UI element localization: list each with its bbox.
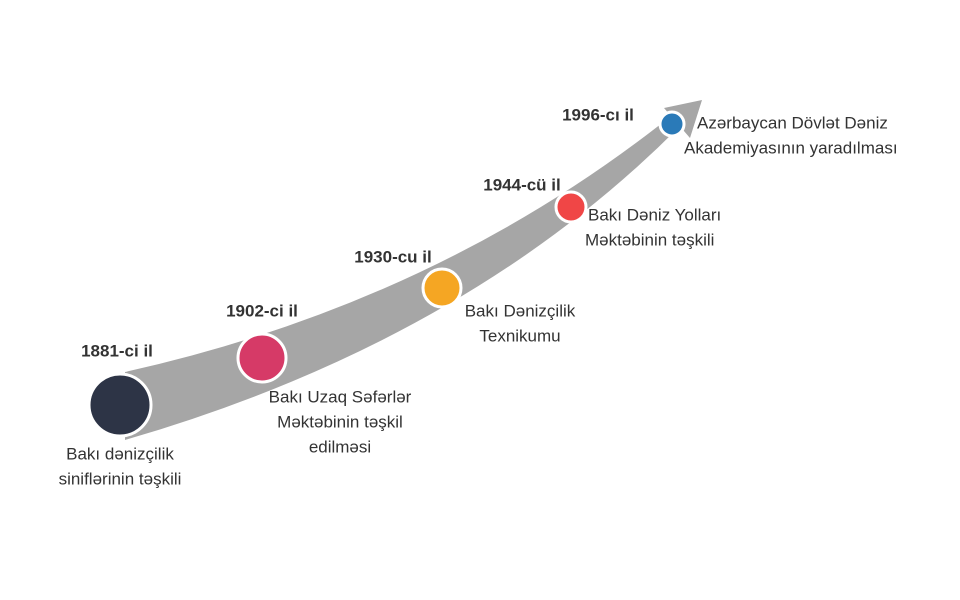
- event-description: Məktəbinin təşkil: [277, 412, 403, 431]
- event-description: Azərbaycan Dövlət Dəniz: [697, 113, 888, 132]
- event-marker: [554, 190, 588, 224]
- event-description: Bakı Dəniz Yolları: [588, 205, 721, 224]
- event-description: edilməsi: [309, 437, 371, 456]
- event-description: siniflərinin təşkili: [59, 469, 182, 488]
- event-description: Bakı Dənizçilik: [465, 301, 576, 320]
- event-description: Məktəbinin təşkili: [585, 230, 714, 249]
- event-description: Bakı Uzaq Səfərlər: [269, 387, 412, 406]
- event-year: 1930-cu il: [354, 247, 432, 266]
- event-description: Texnikumu: [479, 326, 560, 345]
- event-year: 1944-cü il: [483, 175, 561, 194]
- event-marker: [421, 267, 463, 309]
- event-year: 1996-cı il: [562, 105, 634, 124]
- event-description: Bakı dənizçilik: [66, 444, 174, 463]
- event-marker: [658, 110, 686, 138]
- event-year: 1881-ci il: [81, 341, 153, 360]
- event-marker: [236, 332, 288, 384]
- event-year: 1902-ci il: [226, 301, 298, 320]
- event-marker: [87, 372, 153, 438]
- event-description: Akademiyasının yaradılması: [684, 138, 898, 157]
